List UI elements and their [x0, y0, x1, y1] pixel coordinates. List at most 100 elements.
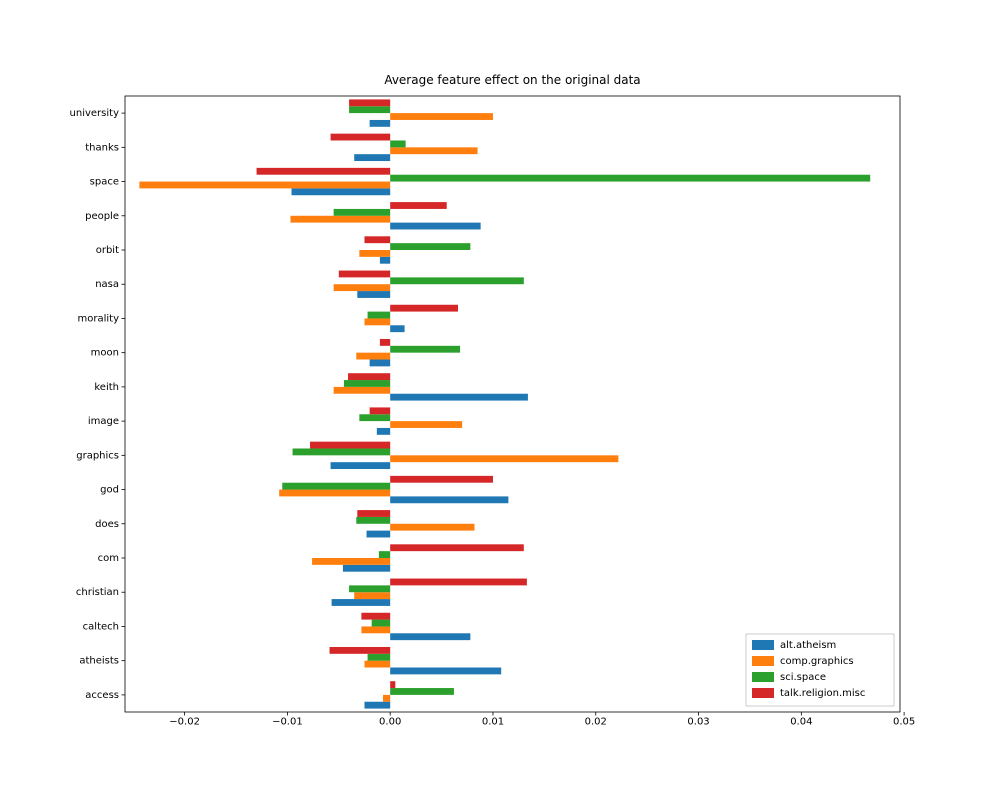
bar [390, 455, 618, 462]
bar [293, 448, 391, 455]
bar [370, 407, 391, 414]
y-tick-label: image [88, 416, 119, 427]
bar [390, 496, 508, 503]
bar [359, 414, 390, 421]
y-tick-label: nasa [95, 279, 119, 290]
bar [390, 421, 462, 428]
bar [390, 476, 493, 483]
x-tick-label: 0.00 [379, 716, 401, 727]
x-tick-label: −0.02 [169, 716, 200, 727]
bar [364, 236, 390, 243]
bar [367, 531, 391, 538]
bar [390, 524, 474, 531]
bar [312, 558, 390, 565]
y-tick-label: access [85, 690, 119, 701]
bar [364, 661, 390, 668]
bar [377, 428, 390, 435]
bar [361, 626, 390, 633]
bar [390, 681, 395, 688]
bar [356, 353, 390, 360]
bar [331, 134, 391, 141]
bar [364, 702, 390, 709]
bar [370, 120, 391, 127]
legend-label: comp.graphics [780, 656, 854, 667]
bar [390, 688, 454, 695]
y-tick-label: thanks [85, 142, 119, 153]
bar [390, 147, 477, 154]
x-tick-label: 0.01 [482, 716, 504, 727]
bar [331, 462, 391, 469]
bar [290, 216, 390, 223]
y-tick-label: graphics [76, 450, 119, 461]
bar [364, 318, 390, 325]
legend-swatch [752, 640, 774, 650]
bar [357, 510, 390, 517]
bar [390, 202, 447, 209]
bar [370, 360, 391, 367]
y-tick-label: com [98, 553, 119, 564]
bar [390, 394, 528, 401]
bar [361, 613, 390, 620]
y-tick-label: christian [76, 587, 119, 598]
x-tick-label: 0.04 [790, 716, 812, 727]
y-tick-label: people [85, 211, 119, 222]
bar [390, 140, 405, 147]
y-tick-label: god [100, 485, 119, 496]
bar [282, 483, 390, 490]
legend-swatch [752, 672, 774, 682]
bar [390, 325, 404, 332]
bar [356, 517, 390, 524]
y-tick-label: keith [94, 382, 119, 393]
x-tick-label: 0.03 [687, 716, 709, 727]
y-tick-label: orbit [96, 245, 119, 256]
bar [390, 243, 470, 250]
bar [334, 284, 391, 291]
bar [390, 633, 470, 640]
bar [354, 154, 390, 161]
y-tick-label: space [90, 177, 119, 188]
chart-container: { "title": "Average feature effect on th… [0, 0, 1000, 800]
y-tick-label: caltech [83, 621, 119, 632]
y-tick-label: does [95, 519, 119, 530]
bar [390, 544, 524, 551]
legend-label: talk.religion.misc [780, 688, 865, 699]
bar [354, 592, 390, 599]
y-tick-label: atheists [79, 656, 119, 667]
bar [390, 223, 480, 230]
bar [380, 257, 390, 264]
bar [339, 271, 390, 278]
bar [292, 188, 391, 195]
x-tick-label: −0.01 [272, 716, 303, 727]
bar [390, 579, 527, 586]
bar [349, 99, 390, 106]
bar [139, 182, 390, 189]
bar [383, 695, 390, 702]
legend-label: sci.space [780, 672, 826, 683]
legend-swatch [752, 656, 774, 666]
bar [372, 620, 391, 627]
bar [368, 312, 391, 319]
bar [334, 387, 391, 394]
bar [359, 250, 390, 257]
bar [348, 373, 390, 380]
bar [380, 339, 390, 346]
x-tick-label: 0.05 [893, 716, 915, 727]
bar [390, 668, 501, 675]
bar [330, 647, 391, 654]
legend: alt.atheism comp.graphics sci.space talk.re… [746, 634, 894, 706]
bar [390, 305, 458, 312]
bar [390, 175, 870, 182]
bar [368, 654, 391, 661]
bar [344, 380, 390, 387]
y-tick-label: morality [78, 313, 120, 324]
legend-swatch [752, 688, 774, 698]
y-tick-label: moon [91, 348, 119, 359]
bar [349, 106, 390, 113]
bar [257, 168, 391, 175]
x-tick-label: 0.02 [585, 716, 607, 727]
bar-chart: −0.02 −0.01 0.00 0.01 0.02 0.03 0.04 0.05 access… [0, 0, 1000, 800]
bar [310, 442, 390, 449]
legend-label: alt.atheism [780, 640, 836, 651]
bar [343, 565, 390, 572]
bar [279, 490, 390, 497]
